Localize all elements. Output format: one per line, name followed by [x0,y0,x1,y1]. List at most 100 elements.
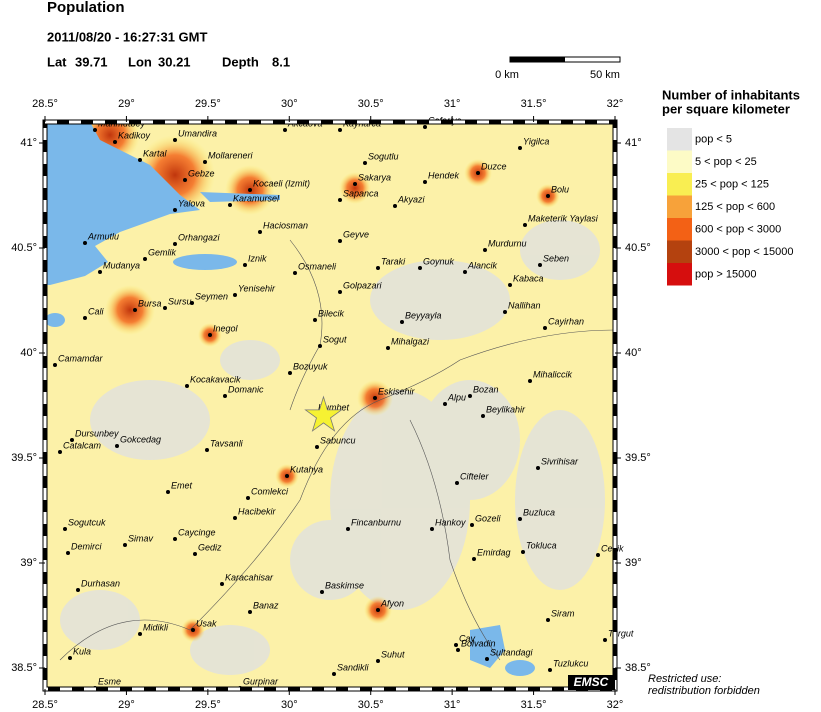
notice: Restricted use: [648,673,721,685]
town-dot [220,582,224,586]
town-label: Turgut [608,628,634,638]
town-dot [193,552,197,556]
x-tick-label: 30° [281,699,298,711]
town-dot [63,527,67,531]
town-dot [386,346,390,350]
y-tick-label: 40° [625,347,642,359]
depth-value: 8.1 [272,54,290,69]
town-dot [596,553,600,557]
town-label: Kadikoy [118,130,151,140]
town-label: Karacahisar [225,572,274,582]
town-dot [183,178,187,182]
axes: 28.5° 28.5° 29° 29° 29.5° 29.5° 30° 30° 30.5° 30.… [11,98,651,711]
town-dot [228,203,232,207]
town-dot [123,543,127,547]
town-dot [320,590,324,594]
town-dot [313,318,317,322]
x-tick-label: 31.5° [521,98,547,110]
town-label: Sogut [323,334,347,344]
town-label: Mollareneri [208,150,254,160]
town-label: Yigilca [523,136,549,146]
epicenter [304,395,343,432]
x-tick-label: 31° [444,98,461,110]
town-dot [191,628,195,632]
town-label: Sivrihisar [541,456,579,466]
town-label: Murdurnu [488,238,527,248]
town-label: Gokcedag [120,434,161,444]
town-dot [338,198,342,202]
legend-label: pop > 15000 [695,268,756,280]
town-label: Goynuk [423,256,455,266]
town-label: Durhasan [81,578,120,588]
town-dot [258,230,262,234]
y-tick-label: 41° [625,137,642,149]
town-dot [293,271,297,275]
x-tick-label: 29.5° [195,98,221,110]
scale-start: 0 km [495,69,519,81]
y-tick-label: 40.5° [11,242,37,254]
town-dot [288,371,292,375]
town-dot [481,414,485,418]
town-label: Duzce [481,161,507,171]
town-label: Iznik [248,253,267,263]
logo-box [568,675,615,690]
town-dot [173,537,177,541]
town-label: Hacibekir [238,506,277,516]
town-label: Suhut [381,649,405,659]
town-dot [518,146,522,150]
town-dot [485,657,489,661]
town-dot [185,384,189,388]
town-label: Dursunbey [75,428,119,438]
town-label: Mihalgazi [391,336,430,346]
town-label: Taraki [381,256,406,266]
town-label: Armutlu [87,231,119,241]
town-dot [536,466,540,470]
town-dot [521,550,525,554]
town-label: Tuzlukcu [553,658,588,668]
town-label: Camamdar [58,353,104,363]
town-label: Maketerik Yaylasi [528,213,599,223]
town-dot [223,394,227,398]
town-dot [470,523,474,527]
town-label: Yenisehir [238,283,276,293]
logo: EMSC [574,675,609,689]
legend: pop < 5 5 < pop < 25 25 < pop < 125 125 < p… [667,128,793,286]
town-label: Afyon [380,598,404,608]
town-label: Caycinge [178,527,216,537]
town-dot [93,128,97,132]
town-label: Sursu [168,296,192,306]
town-dot [476,171,480,175]
y-tick-label: 39.5° [625,452,651,464]
town-dot [463,270,467,274]
town-dot [143,257,147,261]
map-background [45,122,615,689]
town-dot [548,668,552,672]
town-label: Comlekci [251,486,289,496]
town-label: Beylikahir [486,404,526,414]
town-label: Bozan [473,384,499,394]
town-dot [248,188,252,192]
town-label: Bolu [551,184,569,194]
town-label: Geyve [343,229,369,239]
town-label: Siram [551,608,575,618]
town-label: Sogutlu [368,151,399,161]
town-dot [115,444,119,448]
y-tick-label: 41° [20,137,37,149]
legend-swatch [667,263,692,286]
town-dot [338,239,342,243]
x-tick-label: 29° [118,699,135,711]
x-tick-label: 29° [118,98,135,110]
town-dot [472,557,476,561]
town-label: Gurpinar [243,676,279,686]
town-label: Seben [543,253,569,263]
map-frame-dash [43,120,617,691]
town-label: Tavsanli [210,438,244,448]
town-label: Sabuncu [320,435,356,445]
town-label: Midikli [143,622,169,632]
town-dot [346,527,350,531]
town-dot [430,527,434,531]
town-dot [113,140,117,144]
town-label: Baskimse [325,580,364,590]
notice: redistribution forbidden [648,685,760,697]
town-label: Emet [171,480,193,490]
